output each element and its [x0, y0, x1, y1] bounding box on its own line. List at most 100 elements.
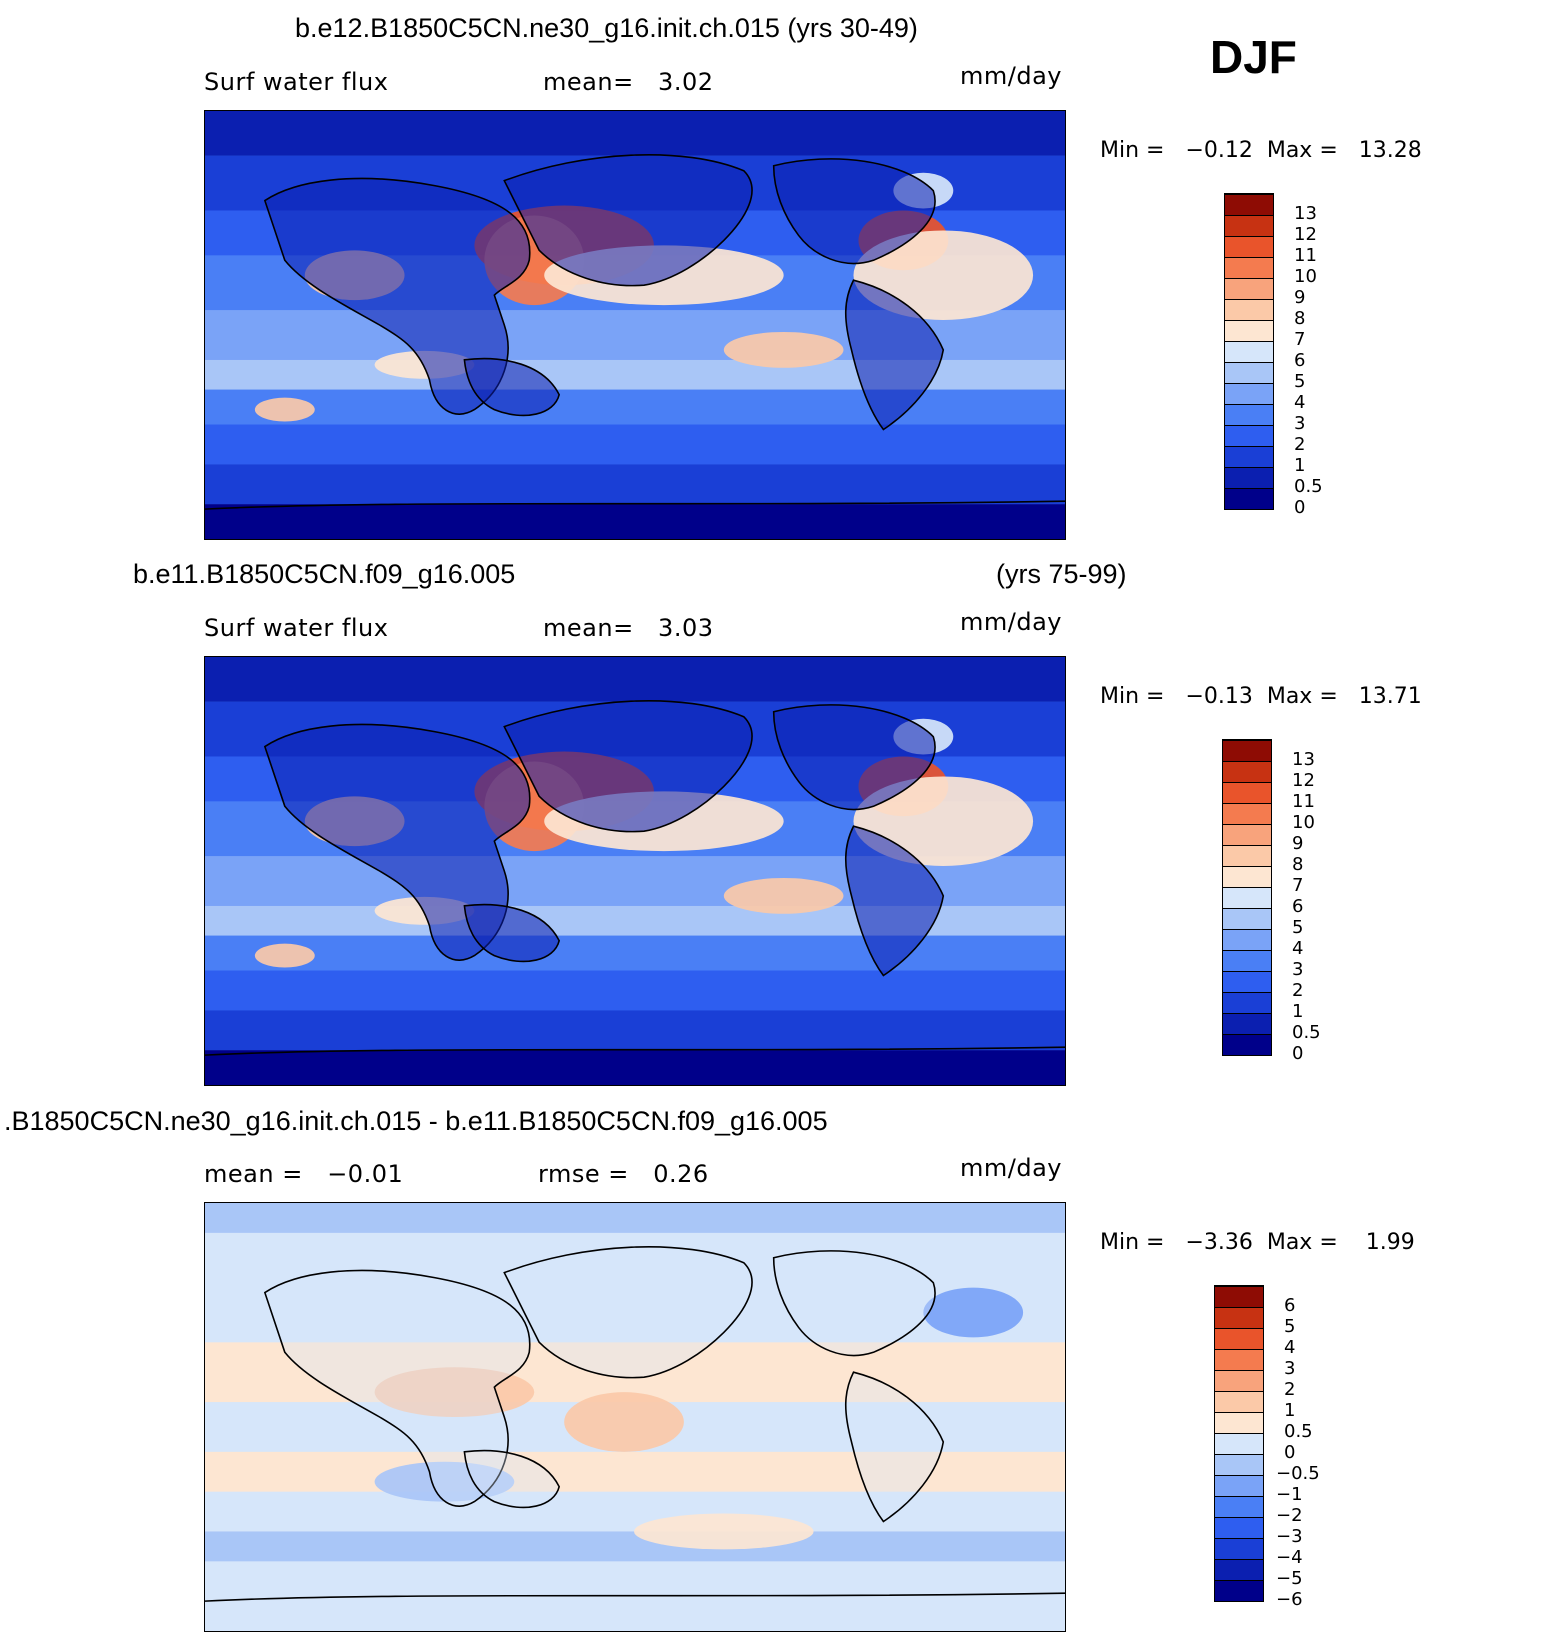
panel1-title: b.e12.B1850C5CN.ne30_g16.init.ch.015 (yr…	[295, 13, 918, 43]
panel2-field	[205, 657, 1065, 1085]
colorbar-tick-label: 4	[1292, 938, 1304, 959]
colorbar-swatch	[1214, 1433, 1264, 1454]
colorbar-tick-label: 10	[1292, 812, 1315, 833]
colorbar-tick-label: 1	[1294, 455, 1306, 476]
panel3-units-label: mm/day	[960, 1154, 1062, 1182]
colorbar-swatch	[1224, 383, 1274, 404]
colorbar-tick-label: 2	[1294, 434, 1306, 455]
colorbar-tick-label: 8	[1294, 308, 1306, 329]
colorbar-tick-label: −2	[1276, 1505, 1303, 1526]
colorbar-frame	[1224, 193, 1274, 510]
colorbar-frame	[1214, 1285, 1264, 1602]
colorbar-tick-label: 5	[1292, 917, 1304, 938]
panel1-variable-label: Surf water flux	[204, 68, 389, 96]
colorbar-swatch	[1222, 803, 1272, 824]
colorbar-tick-label: 13	[1292, 749, 1315, 770]
colorbar-swatch	[1222, 740, 1272, 761]
colorbar-tick-label: 12	[1294, 224, 1317, 245]
field-anomaly	[723, 877, 844, 914]
panel2-title: b.e11.B1850C5CN.f09_g16.005	[133, 559, 516, 589]
colorbar-tick-label: 0.5	[1284, 1421, 1313, 1442]
field-band	[205, 970, 1065, 1011]
colorbar-swatch	[1224, 467, 1274, 488]
colorbar-swatch	[1214, 1412, 1264, 1433]
colorbar-tick-label: 2	[1284, 1379, 1296, 1400]
coastline	[463, 357, 561, 417]
colorbar-swatch	[1224, 194, 1274, 215]
colorbar-tick-label: 11	[1294, 245, 1317, 266]
colorbar-swatch	[1214, 1307, 1264, 1328]
panel3-rmse-label: rmse = 0.26	[538, 1160, 709, 1188]
colorbar-swatch	[1224, 278, 1274, 299]
colorbar-swatch	[1214, 1517, 1264, 1538]
season-label: DJF	[1210, 31, 1297, 83]
panel1-minmax: Min = −0.12 Max = 13.28	[1100, 138, 1422, 163]
colorbar-tick-label: −3	[1276, 1526, 1303, 1547]
panel1-field	[205, 111, 1065, 539]
colorbar-tick-label: 9	[1292, 833, 1304, 854]
colorbar-swatch	[1222, 1034, 1272, 1055]
coastline	[205, 1592, 1065, 1602]
colorbar-tick-label: 3	[1284, 1358, 1296, 1379]
colorbar-tick-label: −1	[1276, 1484, 1303, 1505]
colorbar-tick-label: −0.5	[1276, 1463, 1320, 1484]
coastline	[263, 723, 531, 961]
colorbar-tick-label: 2	[1292, 980, 1304, 1001]
colorbar-swatch	[1222, 992, 1272, 1013]
colorbar-tick-label: 4	[1294, 392, 1306, 413]
colorbar-tick-label: 7	[1294, 329, 1306, 350]
colorbar-tick-label: 5	[1294, 371, 1306, 392]
colorbar-swatch	[1222, 866, 1272, 887]
colorbar-swatch	[1224, 446, 1274, 467]
colorbar-swatch	[1214, 1328, 1264, 1349]
coastline	[263, 177, 531, 415]
colorbar-tick-label: −6	[1276, 1589, 1303, 1610]
panel3-map	[204, 1202, 1066, 1632]
colorbar-swatch	[1214, 1370, 1264, 1391]
colorbar-tick-label: 3	[1294, 413, 1306, 434]
colorbar-tick-label: 6	[1284, 1295, 1296, 1316]
colorbar-swatch	[1224, 320, 1274, 341]
coastline	[463, 1449, 561, 1509]
colorbar-tick-label: 6	[1294, 350, 1306, 371]
coastline	[463, 903, 561, 963]
colorbar-tick-label: 6	[1292, 896, 1304, 917]
colorbar-frame	[1222, 739, 1272, 1056]
field-band	[205, 1203, 1065, 1233]
field-anomaly	[723, 331, 844, 368]
colorbar-swatch	[1222, 908, 1272, 929]
field-anomaly	[254, 943, 315, 968]
panel1-units-label: mm/day	[960, 62, 1062, 90]
coastline	[844, 825, 945, 977]
colorbar-tick-label: −5	[1276, 1568, 1303, 1589]
colorbar-swatch	[1224, 404, 1274, 425]
field-band	[205, 1050, 1065, 1085]
panel3-mean-label: mean = −0.01	[204, 1160, 404, 1188]
field-anomaly	[564, 1392, 684, 1452]
field-band	[205, 1342, 1065, 1403]
colorbar-swatch	[1224, 425, 1274, 446]
panel2-units-label: mm/day	[960, 608, 1062, 636]
coastline	[205, 1046, 1065, 1056]
field-anomaly	[853, 776, 1034, 867]
field-band	[205, 111, 1065, 156]
field-band	[205, 389, 1065, 425]
field-band	[205, 424, 1065, 465]
colorbar-swatch	[1214, 1475, 1264, 1496]
colorbar-swatch	[1224, 257, 1274, 278]
coastline	[772, 1250, 936, 1357]
colorbar-swatch	[1214, 1538, 1264, 1559]
colorbar-tick-label: 11	[1292, 791, 1315, 812]
field-band	[205, 1596, 1065, 1631]
coastline	[772, 704, 936, 811]
colorbar-swatch	[1222, 929, 1272, 950]
colorbar-swatch	[1224, 215, 1274, 236]
colorbar-swatch	[1222, 845, 1272, 866]
colorbar-tick-label: 4	[1284, 1337, 1296, 1358]
colorbar-tick-label: 1	[1284, 1400, 1296, 1421]
coastline	[205, 500, 1065, 510]
colorbar-swatch	[1224, 362, 1274, 383]
coastline	[844, 1371, 945, 1523]
field-anomaly	[254, 397, 315, 422]
colorbar-swatch	[1224, 299, 1274, 320]
